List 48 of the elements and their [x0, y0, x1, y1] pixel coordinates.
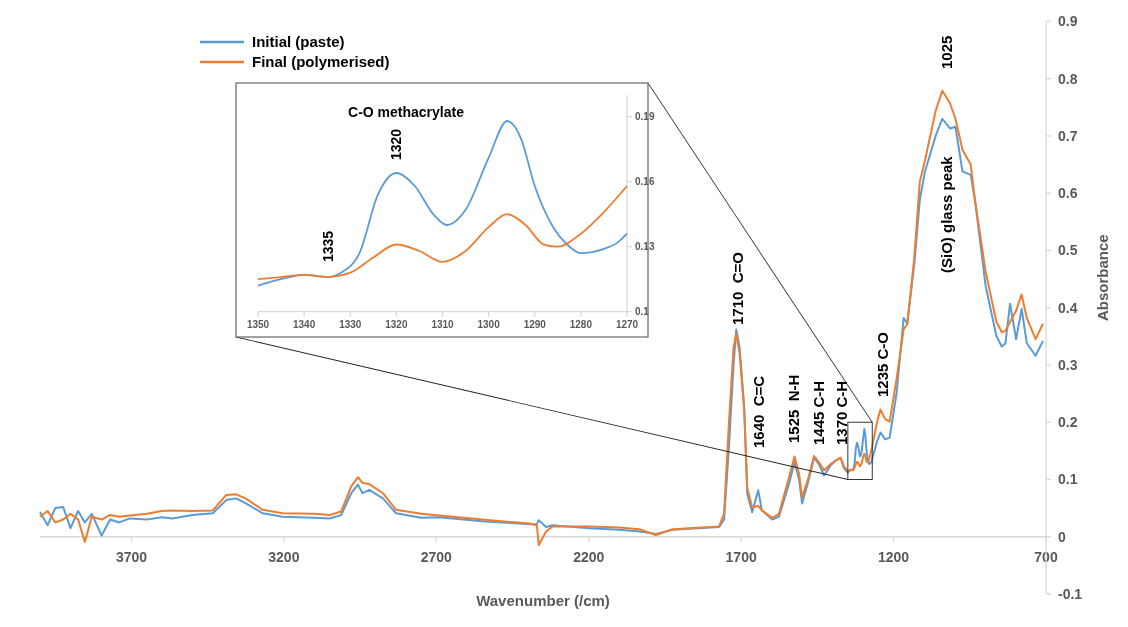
legend-label: Final (polymerised): [252, 53, 390, 71]
y-tick-label: 0.16: [635, 176, 655, 188]
annotation: 1525 N-H: [785, 374, 802, 443]
y-tick-label: 0.7: [1058, 127, 1078, 144]
y-tick-label: 0.4: [1058, 299, 1078, 316]
x-tick-label: 2700: [420, 548, 453, 565]
y-tick-label: 0.9: [1058, 13, 1078, 30]
x-tick-label: 1290: [523, 318, 547, 330]
y-tick-label: 0.1: [1058, 471, 1078, 488]
y-tick-label: 0.8: [1058, 70, 1078, 87]
x-axis-title: Wavenumber (/cm): [476, 592, 610, 609]
x-tick-label: 3700: [115, 548, 148, 565]
y-tick-label: 0.1: [635, 306, 650, 318]
x-tick-label: 3200: [268, 548, 300, 565]
annotation: (SiO) glass peak: [938, 155, 955, 273]
x-tick-label: 1340: [293, 318, 316, 330]
annotation: 1370 C-H: [833, 380, 850, 445]
x-tick-label: 1280: [569, 318, 593, 330]
x-tick-label: 700: [1034, 548, 1058, 565]
x-tick-label: 1200: [878, 548, 910, 565]
x-tick-label: 1320: [385, 318, 408, 330]
line-series: [257, 185, 628, 281]
y-axis-title: Absorbance: [1094, 234, 1111, 322]
annotation: 1445 C-H: [810, 380, 827, 445]
annotation: C-O methacrylate: [348, 104, 465, 120]
y-tick-label: 0: [1058, 528, 1066, 545]
annotation: 1640 C=C: [750, 375, 767, 448]
x-tick-label: 1700: [725, 548, 757, 565]
x-tick-label: 1270: [615, 318, 639, 330]
y-tick-label: 0.3: [1058, 356, 1078, 373]
annotation: 1710 C=O: [729, 251, 746, 325]
y-tick-label: 0.19: [635, 111, 655, 123]
y-tick-label: 0.13: [635, 241, 655, 253]
y-tick-label: 0.2: [1058, 414, 1078, 431]
annotation: 1320: [388, 128, 404, 160]
y-tick-label: 0.6: [1058, 185, 1078, 202]
annotation: 1335: [320, 230, 336, 262]
x-tick-label: 1330: [339, 318, 362, 330]
x-tick-label: 2200: [573, 548, 605, 565]
y-tick-label: 0.5: [1058, 242, 1078, 259]
annotation: 1235 C-O: [874, 331, 891, 397]
y-tick-label: -0.1: [1058, 585, 1083, 602]
x-tick-label: 1310: [431, 318, 455, 330]
x-tick-label: 1300: [477, 318, 501, 330]
line-series: [257, 120, 628, 287]
legend-label: Initial (paste): [252, 33, 345, 51]
annotation: 1025: [938, 35, 955, 69]
x-tick-label: 1350: [246, 318, 270, 330]
